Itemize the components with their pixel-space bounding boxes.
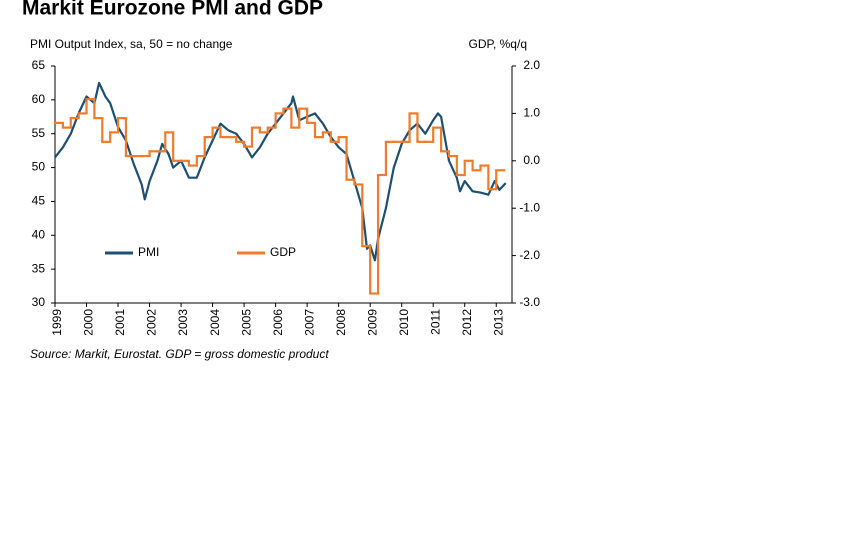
x-tick-label: 2004 xyxy=(208,309,222,336)
y-tick-label: 40 xyxy=(32,227,46,241)
y2-tick-label: -1.0 xyxy=(519,200,540,214)
x-tick-label: 2005 xyxy=(239,309,253,336)
chart-title: Markit Eurozone PMI and GDP xyxy=(22,0,323,20)
pmi-line xyxy=(54,81,507,262)
y2-axis-label: GDP, %q/q xyxy=(469,37,527,51)
y-tick-label: 30 xyxy=(32,295,46,309)
legend-label: PMI xyxy=(138,245,159,259)
x-tick-label: 2006 xyxy=(271,309,285,336)
y-tick-label: 65 xyxy=(32,58,46,72)
x-tick-label: 2010 xyxy=(397,309,411,336)
y-tick-label: 60 xyxy=(32,92,46,106)
x-tick-label: 2013 xyxy=(491,309,505,336)
x-tick-label: 2009 xyxy=(365,309,379,336)
y-tick-label: 55 xyxy=(32,126,46,140)
x-tick-label: 2002 xyxy=(145,309,159,336)
x-tick-label: 2007 xyxy=(302,309,316,336)
y2-tick-label: -2.0 xyxy=(519,248,540,262)
x-tick-label: 2001 xyxy=(113,309,127,336)
y2-tick-label: -3.0 xyxy=(519,295,540,309)
legend-label: GDP xyxy=(270,245,296,259)
x-tick-label: 2012 xyxy=(460,309,474,336)
y-tick-label: 45 xyxy=(32,194,46,208)
x-tick-label: 1999 xyxy=(50,309,64,336)
y-tick-label: 35 xyxy=(32,261,46,275)
x-tick-label: 2008 xyxy=(334,309,348,336)
y2-tick-label: 1.0 xyxy=(523,106,540,120)
y-tick-label: 50 xyxy=(32,160,46,174)
source-note: Source: Markit, Eurostat. GDP = gross do… xyxy=(30,347,329,361)
x-tick-label: 2000 xyxy=(82,309,96,336)
y-axis-label: PMI Output Index, sa, 50 = no change xyxy=(30,37,233,51)
x-tick-label: 2011 xyxy=(428,309,442,335)
x-tick-label: 2003 xyxy=(176,309,190,336)
y2-tick-label: 2.0 xyxy=(523,58,540,72)
y2-tick-label: 0.0 xyxy=(523,153,540,167)
